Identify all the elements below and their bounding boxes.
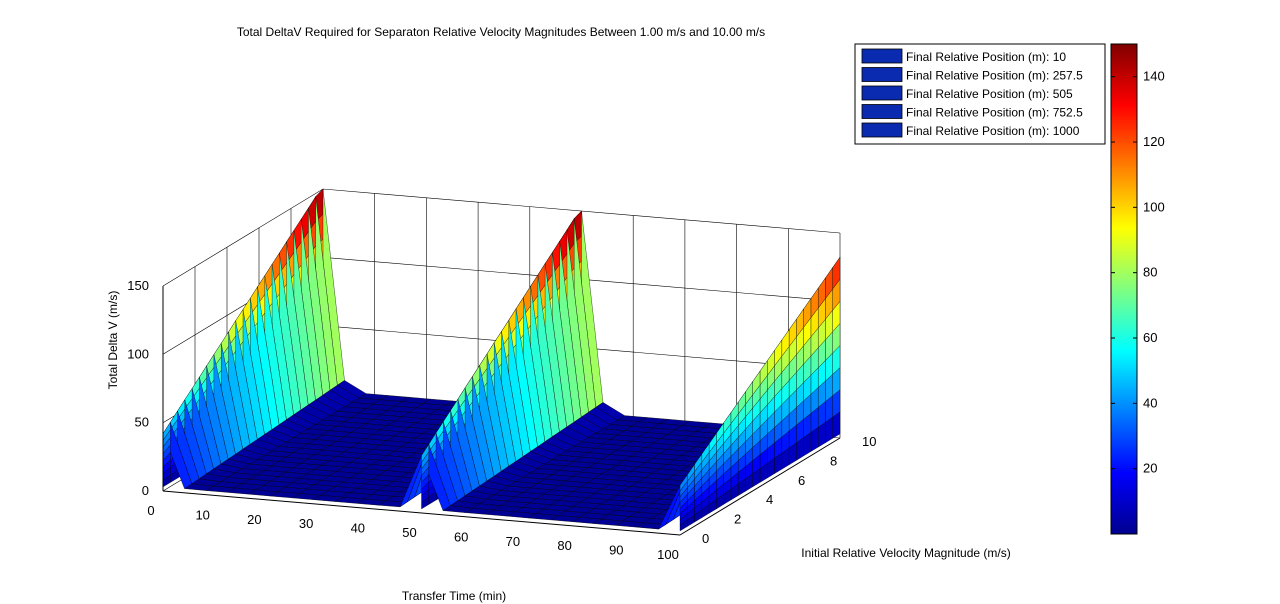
- z-tick-label: 50: [135, 415, 149, 430]
- legend-label: Final Relative Position (m): 257.5: [906, 69, 1083, 83]
- z-tick-label: 100: [127, 346, 149, 361]
- legend-swatch: [861, 122, 903, 138]
- legend-label: Final Relative Position (m): 505: [906, 87, 1073, 101]
- z-tick-label: 150: [127, 278, 149, 293]
- colorbar: 20 40 60 80 100 120 140: [1110, 43, 1165, 535]
- colorbar-tick-label: 20: [1143, 461, 1157, 476]
- colorbar-gradient: [1110, 43, 1138, 535]
- surface-wall-patch: [421, 443, 429, 463]
- legend-swatch: [861, 85, 903, 101]
- colorbar-tick-label: 60: [1143, 330, 1157, 345]
- axes-box: [162, 286, 841, 536]
- grid-line-z: [162, 188, 841, 287]
- y-tick-label: 10: [862, 434, 876, 449]
- y-tick-label: 0: [702, 531, 709, 546]
- x-tick-label: 100: [657, 547, 679, 562]
- axis-line: [679, 437, 841, 536]
- x-tick-label: 70: [506, 534, 520, 549]
- chart-title: Total DeltaV Required for Separaton Rela…: [237, 25, 765, 39]
- x-tick-label: 60: [454, 529, 468, 544]
- y-tick-label: 4: [766, 492, 773, 507]
- colorbar-tick-label: 80: [1143, 265, 1157, 280]
- axis-line: [162, 490, 681, 536]
- x-tick-label: 10: [195, 507, 209, 522]
- x-tick-label: 50: [402, 525, 416, 540]
- y-tick-label: 6: [798, 473, 805, 488]
- legend-swatch: [861, 48, 903, 64]
- legend-swatch: [861, 67, 903, 82]
- x-tick-label: 30: [299, 516, 313, 531]
- surface-wall-patch: [679, 474, 688, 492]
- y-tick-label: 8: [830, 453, 837, 468]
- colorbar-tick-label: 100: [1143, 199, 1165, 214]
- colorbar-tick-label: 40: [1143, 395, 1157, 410]
- x-tick-label: 80: [557, 538, 571, 553]
- legend-label: Final Relative Position (m): 752.5: [906, 106, 1083, 120]
- x-axis-label: Transfer Time (min): [402, 589, 506, 603]
- x-tick-label: 40: [351, 521, 365, 536]
- surface-plot: [162, 188, 841, 532]
- colorbar-tick-label: 120: [1143, 134, 1165, 149]
- legend-label: Final Relative Position (m): 10: [906, 50, 1066, 64]
- x-tick-label: 90: [609, 543, 623, 558]
- legend-swatch: [861, 104, 903, 119]
- x-tick-label: 20: [247, 512, 261, 527]
- z-tick-label: 0: [142, 483, 149, 498]
- legend-label: Final Relative Position (m): 1000: [906, 124, 1080, 138]
- colorbar-tick-label: 140: [1143, 69, 1165, 84]
- x-tick-label: 0: [147, 503, 154, 518]
- y-axis-label: Initial Relative Velocity Magnitude (m/s…: [801, 546, 1010, 560]
- z-axis-label: Total Delta V (m/s): [106, 291, 120, 390]
- y-tick-label: 2: [734, 512, 741, 527]
- legend: Final Relative Position (m): 10 Final Rel…: [854, 43, 1106, 145]
